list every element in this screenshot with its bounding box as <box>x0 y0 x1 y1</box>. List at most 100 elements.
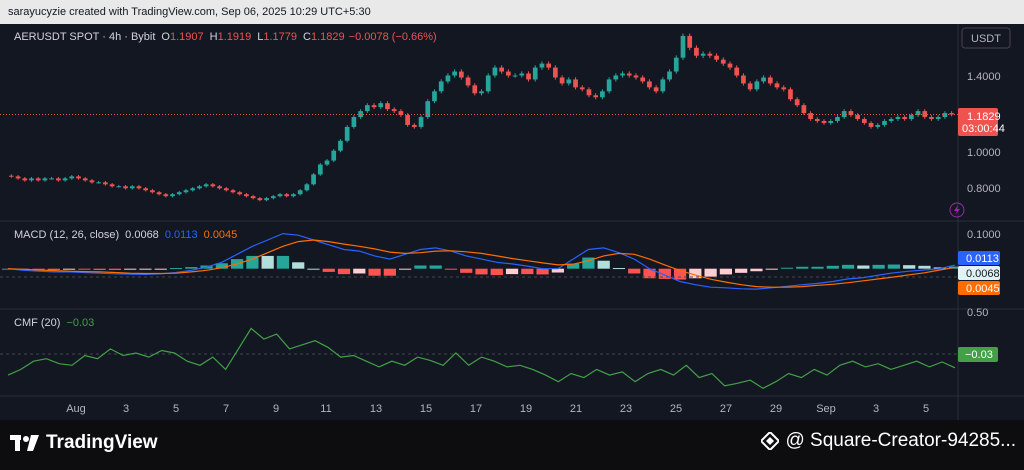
macd-hist-bar <box>521 268 534 275</box>
time-tick-label: 29 <box>770 403 782 415</box>
time-tick-label: 23 <box>620 403 632 415</box>
candle <box>808 113 813 120</box>
time-tick-label: Sep <box>816 403 836 415</box>
hist-badge <box>958 266 1000 280</box>
macd-hist-bar <box>597 260 610 269</box>
macd-hist-bar <box>811 266 824 269</box>
candle <box>499 67 504 72</box>
candle <box>539 63 545 68</box>
candle <box>385 103 390 110</box>
time-tick-label: 25 <box>670 403 682 415</box>
candle <box>89 180 95 183</box>
tradingview-logo[interactable]: TradingView <box>10 432 158 454</box>
candle <box>29 178 34 181</box>
candle <box>519 73 525 76</box>
candle <box>445 75 451 82</box>
macd-badge <box>958 251 1000 265</box>
candle <box>734 67 740 76</box>
candle <box>284 194 290 197</box>
candle <box>378 103 384 108</box>
candle <box>633 75 639 78</box>
candle <box>291 194 296 197</box>
candle <box>452 71 457 76</box>
candle <box>257 198 263 201</box>
candle <box>546 63 552 68</box>
cmf-badge-value: −0.03 <box>965 349 993 361</box>
currency-button[interactable] <box>961 27 1011 49</box>
macd-hist-bar <box>353 268 366 274</box>
candle <box>317 164 323 175</box>
candle <box>76 176 81 179</box>
macd-hist-bar <box>399 268 412 270</box>
signal-line <box>7 239 956 288</box>
candle <box>908 115 914 120</box>
macd-hist-bar <box>139 268 152 270</box>
chart-area[interactable]: AERUSDT SPOT · 4h · Bybit O1.1907 H1.1919 L… <box>0 24 1024 420</box>
macd-hist-bar <box>246 255 259 269</box>
candle <box>22 178 28 181</box>
candle <box>223 188 229 191</box>
candle <box>586 89 592 96</box>
candle <box>351 117 357 127</box>
macd-tick: 0.1000 <box>967 229 1001 241</box>
candle <box>660 79 666 92</box>
candle <box>821 121 827 123</box>
candle <box>492 67 498 76</box>
candle <box>855 115 860 120</box>
macd-hist-bar <box>780 267 794 269</box>
chart-background <box>0 24 1024 420</box>
candle <box>123 186 128 189</box>
cmf-legend: CMF (20) −0.03 <box>14 317 94 329</box>
time-tick-label: 3 <box>873 403 879 415</box>
candle <box>929 117 934 120</box>
lightning-icon[interactable] <box>949 202 965 218</box>
time-tick-label: 17 <box>470 403 482 415</box>
candle <box>391 109 397 112</box>
macd-hist-bar <box>414 265 427 269</box>
tradingview-logo-icon <box>10 435 40 451</box>
candle <box>143 188 149 191</box>
candle <box>727 63 733 68</box>
candle <box>781 87 787 90</box>
tradingview-logo-text: TradingView <box>46 432 158 453</box>
lightning-icon-glyph <box>954 205 960 215</box>
candle <box>700 53 706 56</box>
candle <box>902 117 907 120</box>
candle <box>532 67 538 80</box>
macd-hist-bar <box>628 268 641 274</box>
macd-hist-bar <box>429 265 442 269</box>
candle <box>398 111 404 116</box>
macd-hist-bar <box>215 263 228 269</box>
candle <box>801 105 807 114</box>
candle <box>566 79 572 84</box>
price-tick: 0.8000 <box>967 183 1001 195</box>
candle <box>49 178 55 180</box>
price-tick: 1.0000 <box>967 147 1001 159</box>
macd-hist-bar <box>93 268 106 270</box>
candle <box>418 117 424 127</box>
candle <box>754 81 760 90</box>
macd-legend: MACD (12, 26, close) 0.0068 0.0113 0.0045 <box>14 229 237 241</box>
last-price-value: 1.1829 <box>967 111 1001 123</box>
candle <box>371 105 377 108</box>
candle <box>338 140 343 151</box>
cmf-line <box>7 327 956 389</box>
candle <box>163 194 169 197</box>
creator-watermark: @ Square-Creator-94285... <box>760 430 1016 452</box>
candle <box>942 113 948 118</box>
candle <box>687 35 693 48</box>
candle <box>573 79 578 88</box>
cmf-badge <box>958 347 998 362</box>
macd-hist-bar <box>62 268 76 270</box>
symbol-legend: AERUSDT SPOT · 4h · Bybit O1.1907 H1.1919 L… <box>14 31 437 43</box>
candle <box>814 119 820 121</box>
candle <box>230 190 236 193</box>
candle <box>270 196 276 199</box>
candle <box>673 57 679 72</box>
candle <box>411 124 417 127</box>
candle <box>694 47 699 56</box>
time-tick-label: 11 <box>320 403 331 415</box>
candle <box>741 75 746 84</box>
candle <box>277 194 283 197</box>
currency-button-label: USDT <box>971 33 1001 45</box>
